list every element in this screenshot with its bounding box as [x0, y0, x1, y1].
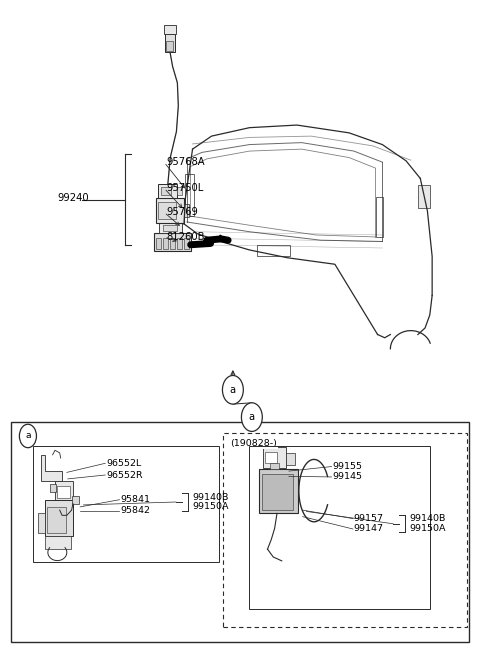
Polygon shape [41, 455, 62, 481]
Bar [55, 481, 73, 501]
Text: a: a [230, 385, 236, 395]
Text: 99145: 99145 [333, 472, 362, 482]
Bar [185, 174, 193, 216]
Text: 99140B: 99140B [192, 493, 229, 502]
Text: 96552L: 96552L [106, 459, 142, 468]
Bar [165, 34, 175, 52]
Bar [158, 203, 177, 219]
Bar [158, 184, 178, 198]
Bar [47, 507, 66, 533]
Bar [259, 469, 298, 514]
Bar [33, 446, 219, 562]
Bar [45, 536, 71, 549]
Bar [418, 185, 430, 208]
Bar [265, 451, 277, 463]
Bar [72, 496, 79, 504]
Bar [270, 462, 279, 469]
Bar [159, 222, 182, 233]
Text: 99240: 99240 [57, 193, 89, 203]
Bar [57, 486, 70, 498]
Circle shape [19, 424, 36, 447]
Text: 99157: 99157 [354, 514, 384, 523]
Text: 95841: 95841 [120, 495, 150, 504]
Bar [286, 453, 295, 464]
Bar [154, 233, 191, 251]
Bar [38, 514, 45, 533]
Text: 95769: 95769 [167, 207, 198, 217]
Bar [184, 205, 189, 217]
Text: 95842: 95842 [120, 506, 150, 515]
Bar [163, 238, 168, 249]
Bar [223, 434, 467, 627]
Text: 99155: 99155 [333, 462, 362, 471]
Circle shape [241, 403, 262, 432]
Bar [12, 422, 468, 642]
Bar [45, 501, 73, 536]
Bar [50, 484, 56, 492]
Text: 99150A: 99150A [410, 525, 446, 533]
Text: 95768A: 95768A [167, 157, 205, 167]
Text: 99140B: 99140B [410, 514, 446, 523]
Bar [156, 238, 161, 249]
Bar [184, 238, 189, 249]
Circle shape [222, 375, 243, 404]
Bar [170, 238, 175, 249]
Bar [263, 447, 286, 468]
Bar [262, 474, 293, 510]
Bar [161, 187, 171, 195]
Bar [376, 197, 384, 237]
Text: 95750L: 95750L [167, 183, 204, 193]
Text: 99150A: 99150A [192, 502, 229, 512]
Text: 99147: 99147 [354, 525, 384, 533]
Bar [178, 187, 182, 195]
Text: (190828-): (190828-) [230, 440, 277, 448]
Bar [250, 446, 430, 609]
Bar [163, 224, 178, 231]
Text: a: a [25, 432, 31, 440]
Text: 81260B: 81260B [167, 232, 205, 242]
Text: 96552R: 96552R [106, 470, 143, 480]
Bar [156, 198, 184, 222]
Bar [164, 25, 176, 34]
Bar [178, 238, 182, 249]
Bar [167, 41, 173, 51]
Bar [257, 245, 290, 256]
Text: a: a [249, 412, 255, 422]
